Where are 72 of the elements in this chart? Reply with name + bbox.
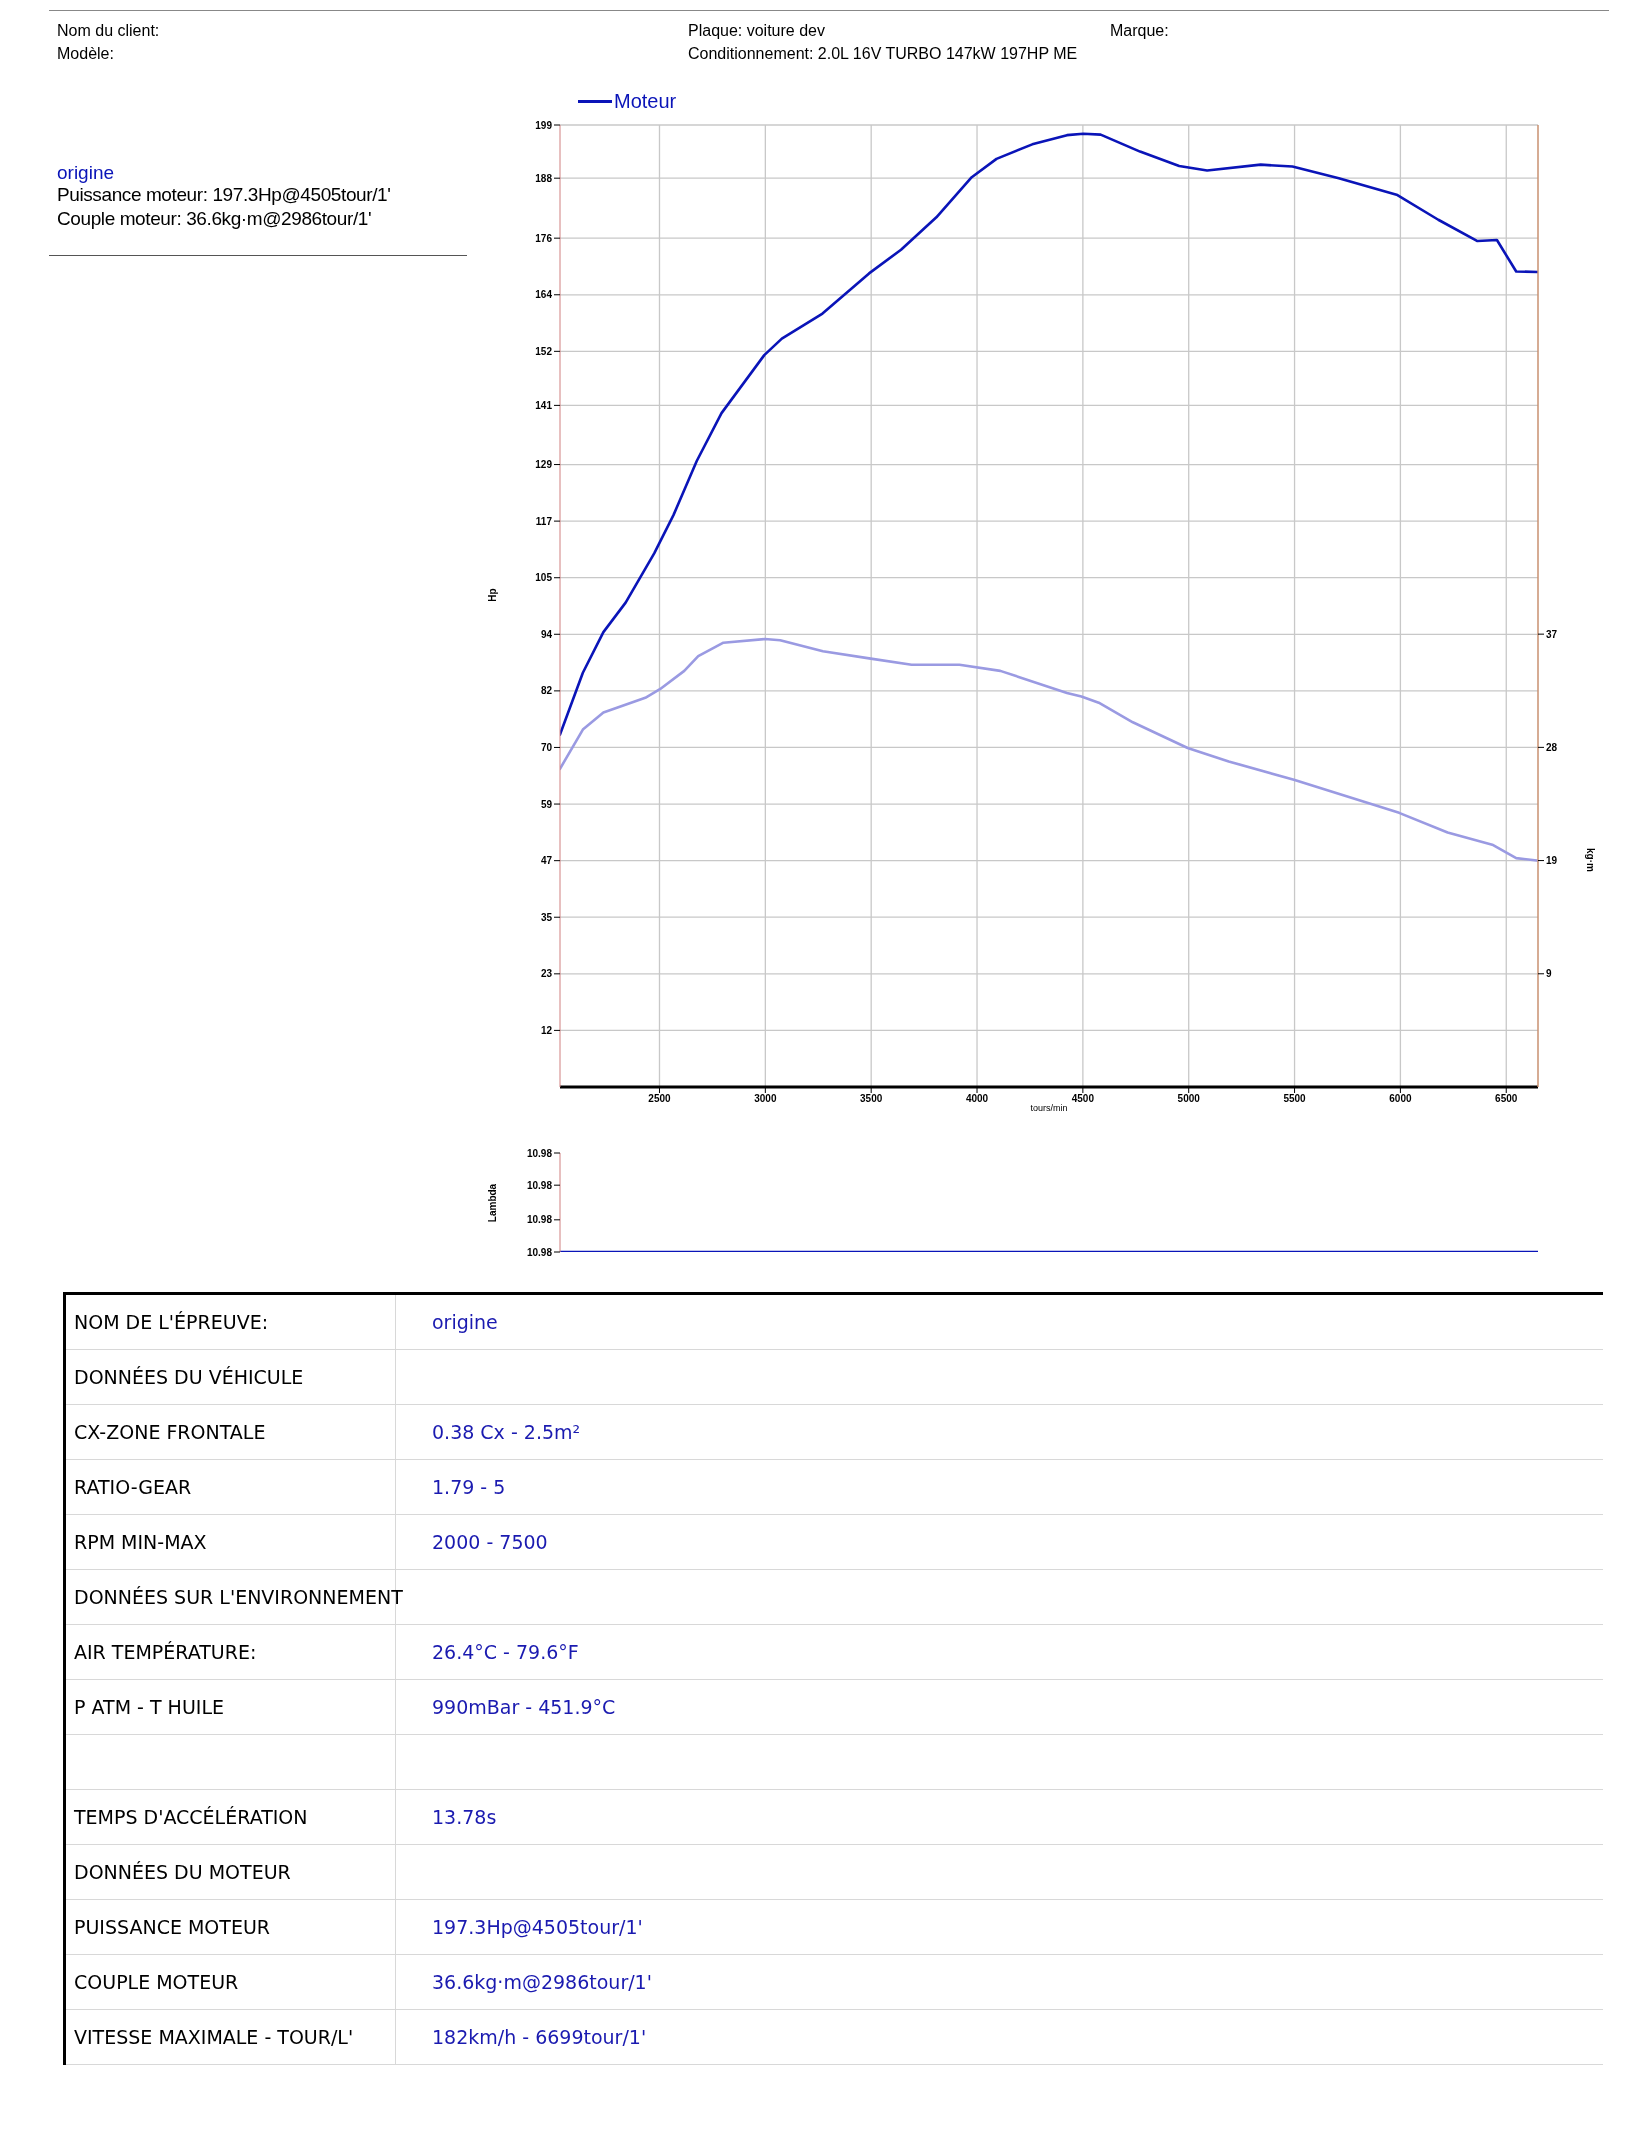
text: 36.6kg·m@2986tour/1' (432, 1971, 652, 1993)
y-tick-label: 129 (535, 459, 553, 471)
text: Plaque: voiture dev (688, 22, 825, 40)
x-tick-label: 4000 (965, 1093, 989, 1105)
category-label: DONNÉES DU VÉHICULE (74, 1366, 304, 1388)
y-tick-label: 105 (535, 572, 553, 584)
text: Marque: (1110, 22, 1169, 40)
y-tick-label: 59 (540, 798, 553, 810)
x-tick-label: 5500 (1283, 1093, 1307, 1105)
category-label: VITESSE MAXIMALE - TOUR/L' (74, 2026, 354, 2048)
y-tick-label: 117 (535, 515, 553, 527)
y2-tick-label: 19 (1546, 855, 1558, 867)
y-tick-label: 176 (535, 232, 553, 244)
x-tick-label: 4500 (1071, 1093, 1095, 1105)
x-tick-label: 2500 (648, 1093, 672, 1105)
category-label: DONNÉES DU MOTEUR (74, 1861, 291, 1883)
y-tick-label: 152 (535, 345, 553, 357)
legend-label: Moteur (614, 90, 677, 113)
x-tick-label: 3500 (860, 1093, 883, 1105)
y-axis-title: Lambda (486, 1183, 498, 1222)
text: Nom du client: (57, 22, 160, 40)
y-tick-label: 82 (540, 685, 553, 697)
text: 182km/h - 6699tour/1' (432, 2026, 647, 2048)
text: 990mBar - 451.9°C (432, 1696, 616, 1718)
x-tick-label: 6000 (1389, 1093, 1412, 1105)
y-tick-label: 35 (540, 911, 553, 923)
category-label: DONNÉES SUR L'ENVIRONNEMENT (74, 1586, 403, 1608)
y-tick-label: 10.98 (526, 1214, 553, 1226)
category-label: COUPLE MOTEUR (74, 1971, 239, 1993)
category-label: RPM MIN-MAX (74, 1531, 207, 1553)
y-axis-title: Hp (486, 587, 498, 602)
y2-tick-label: 28 (1546, 741, 1558, 753)
text: Modèle: (57, 45, 114, 63)
x-tick-label: 5000 (1177, 1093, 1201, 1105)
x-tick-label: 6500 (1495, 1093, 1518, 1105)
y-tick-label: 70 (540, 742, 553, 753)
x-axis-title: tours/min (1030, 1103, 1068, 1113)
text: Puissance moteur: 197.3Hp@4505tour/1' (57, 184, 391, 206)
text: 2000 - 7500 (432, 1531, 548, 1553)
x-tick-label: 3000 (754, 1093, 777, 1105)
y-tick-label: 164 (535, 289, 553, 301)
category-label: P ATM - T HUILE (74, 1696, 224, 1718)
category-label: TEMPS D'ACCÉLÉRATION (74, 1806, 308, 1828)
text: 26.4°C - 79.6°F (432, 1641, 579, 1663)
y-tick-label: 47 (540, 855, 553, 867)
text: origine (57, 162, 115, 184)
text: Conditionnement: 2.0L 16V TURBO 147kW 197HP ME (688, 45, 1078, 63)
line-series (560, 132, 1538, 736)
y2-tick-label: 37 (1546, 628, 1558, 640)
text: 1.79 - 5 (432, 1476, 506, 1498)
y-tick-label: 141 (535, 399, 553, 411)
category-label: NOM DE L'ÉPREUVE: (74, 1311, 269, 1333)
y-tick-label: 10.98 (526, 1246, 553, 1258)
y-tick-label: 188 (535, 172, 553, 184)
y-tick-label: 10.98 (526, 1147, 553, 1159)
y-tick-label: 10.98 (526, 1179, 553, 1191)
text: origine (432, 1311, 498, 1333)
category-label: CX-ZONE FRONTALE (74, 1421, 266, 1443)
y-tick-label: 23 (540, 968, 553, 980)
y-tick-label: 94 (540, 628, 553, 640)
text: Couple moteur: 36.6kg·m@2986tour/1' (57, 208, 372, 230)
y2-axis-title: kg·m (1584, 848, 1596, 873)
y-tick-label: 12 (540, 1024, 553, 1036)
category-label: PUISSANCE MOTEUR (74, 1916, 271, 1938)
text: 13.78s (432, 1806, 497, 1828)
category-label: AIR TEMPÉRATURE: (74, 1641, 257, 1663)
y-tick-label: 199 (535, 119, 553, 131)
text: 197.3Hp@4505tour/1' (432, 1916, 643, 1938)
category-label: RATIO-GEAR (74, 1476, 192, 1498)
text: 0.38 Cx - 2.5m² (432, 1421, 581, 1443)
line-series (560, 637, 1538, 862)
y2-tick-label: 9 (1546, 968, 1552, 980)
